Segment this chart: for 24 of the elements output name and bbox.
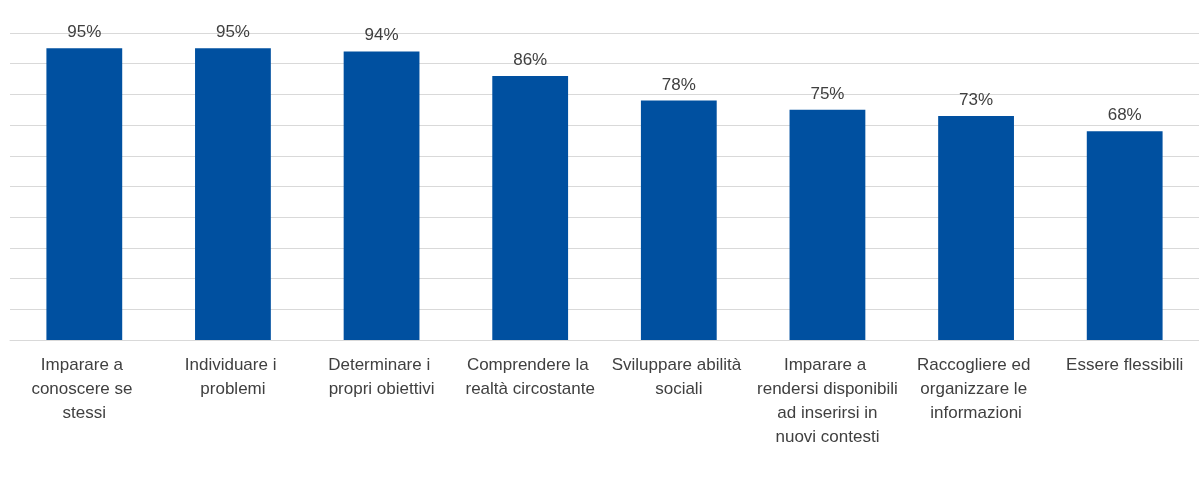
x-tick-label: Determinare i propri obiettivi [328, 354, 435, 398]
x-tick-label: Essere flessibili [1066, 354, 1184, 374]
x-tick-label: Individuare i problemi [184, 354, 282, 398]
data-label: 95% [215, 22, 250, 42]
bar [789, 109, 866, 340]
data-label: 86% [513, 49, 548, 69]
bar [938, 115, 1014, 340]
x-tick-label: Imparare a conoscere se stessi [31, 354, 138, 422]
bar [1086, 131, 1163, 340]
x-tick-label: Imparare a rendersi disponibili ad inserirsi in nuovi contesti [757, 354, 898, 446]
bar [640, 100, 717, 340]
bar [492, 75, 569, 340]
bar [195, 48, 271, 340]
data-label: 73% [959, 89, 994, 109]
data-label: 68% [1107, 105, 1142, 125]
x-tick-label: Comprendere la realtà circostante [465, 354, 595, 398]
x-tick-label: Raccogliere ed organizzare le informazioni [917, 354, 1036, 422]
x-tick-label: Sviluppare abilità sociali [611, 354, 746, 398]
data-label: 78% [661, 74, 696, 94]
data-label: 75% [810, 83, 845, 103]
bar [46, 48, 123, 340]
bar [343, 51, 420, 340]
data-label: 94% [364, 25, 399, 45]
data-label: 95% [67, 22, 102, 42]
